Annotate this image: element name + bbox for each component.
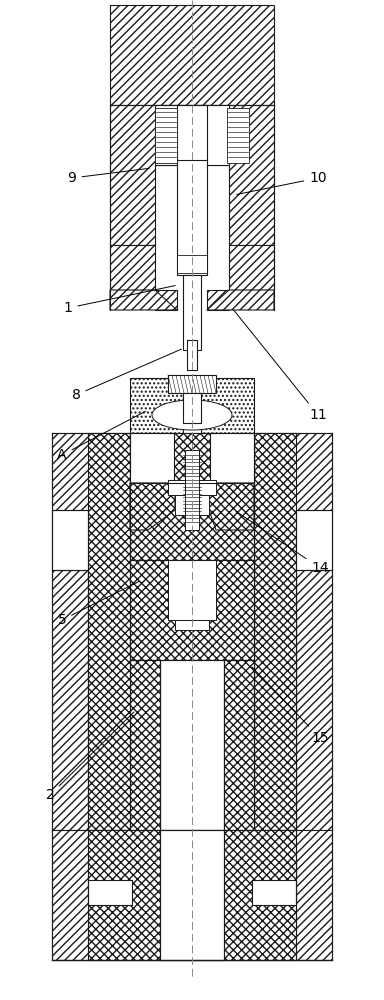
Bar [88, 880, 132, 905]
Text: 1: 1 [64, 286, 175, 315]
Bar [183, 393, 201, 423]
Bar [187, 340, 197, 370]
Polygon shape [296, 510, 332, 570]
Bar [155, 108, 177, 163]
Bar [110, 5, 274, 105]
Ellipse shape [152, 400, 232, 430]
Polygon shape [52, 830, 332, 960]
Bar [130, 433, 254, 483]
Bar [130, 378, 183, 433]
Text: 14: 14 [236, 512, 329, 575]
Bar [130, 660, 160, 830]
Bar [130, 433, 174, 483]
Bar [185, 450, 199, 530]
Bar [130, 483, 254, 560]
Text: 15: 15 [252, 667, 329, 745]
Bar [88, 830, 296, 960]
Polygon shape [209, 483, 254, 530]
Polygon shape [207, 290, 274, 310]
Polygon shape [110, 105, 274, 245]
Polygon shape [229, 245, 274, 290]
Bar [175, 495, 209, 515]
Bar [130, 560, 254, 660]
Polygon shape [130, 483, 175, 530]
Polygon shape [254, 433, 296, 830]
Polygon shape [155, 290, 177, 310]
Polygon shape [52, 510, 88, 570]
Bar [175, 620, 209, 630]
Bar [177, 160, 207, 275]
Bar [177, 105, 207, 165]
Bar [160, 830, 224, 960]
Bar [160, 660, 224, 830]
Bar [224, 660, 254, 830]
Text: 5: 5 [58, 581, 139, 627]
Text: A: A [57, 411, 146, 462]
Bar [210, 433, 254, 483]
Bar [227, 108, 249, 163]
Polygon shape [110, 245, 155, 290]
Polygon shape [88, 433, 130, 830]
Polygon shape [110, 290, 177, 310]
Bar [155, 105, 229, 165]
Text: 2: 2 [46, 712, 134, 802]
Text: 10: 10 [237, 171, 327, 194]
Bar [201, 378, 254, 433]
Text: 9: 9 [68, 168, 149, 185]
Bar [177, 255, 207, 273]
Bar [183, 275, 201, 350]
Text: 8: 8 [71, 349, 182, 402]
Polygon shape [52, 433, 130, 830]
Bar [168, 375, 216, 393]
Polygon shape [254, 433, 332, 830]
Polygon shape [207, 290, 229, 310]
Bar [168, 560, 216, 620]
Bar [252, 880, 296, 905]
Text: 11: 11 [234, 310, 327, 422]
Bar [168, 480, 216, 495]
